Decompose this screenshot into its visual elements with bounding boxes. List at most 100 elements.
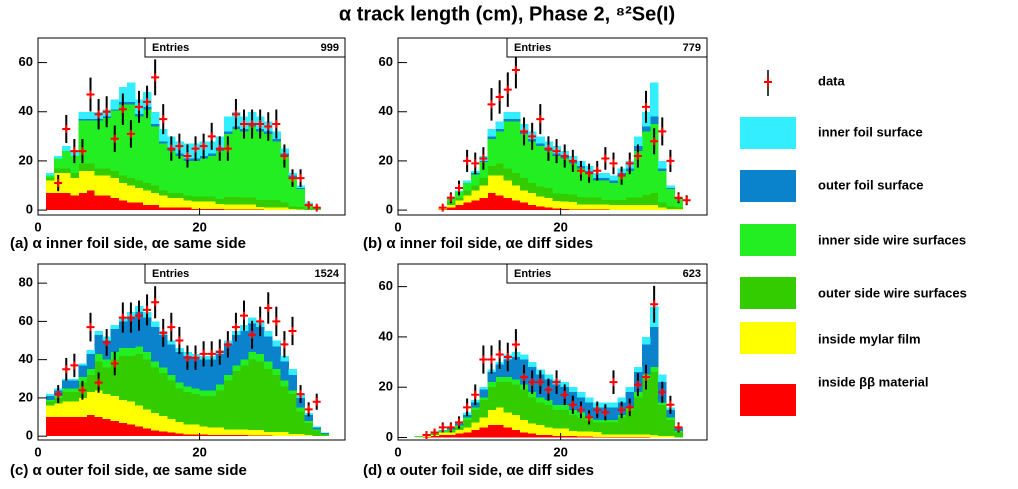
histogram-bar — [503, 111, 513, 120]
data-point — [560, 152, 569, 160]
histogram-bar — [519, 389, 529, 420]
histogram-bar — [86, 170, 95, 191]
histogram-bar — [471, 190, 480, 201]
histogram-bar — [62, 380, 71, 389]
histogram-bar — [207, 208, 217, 211]
histogram-bar — [86, 119, 95, 121]
histogram-bar — [560, 208, 570, 211]
histogram-bar — [568, 436, 578, 438]
histogram-bar — [86, 190, 95, 211]
histogram-bar — [78, 363, 87, 366]
stats-value: 623 — [683, 268, 701, 280]
histogram-bar — [463, 417, 472, 420]
histogram-bar — [183, 200, 192, 208]
histogram-bar — [552, 200, 562, 209]
histogram-bar — [183, 207, 192, 211]
histogram-bar — [296, 434, 306, 436]
histogram-bar — [207, 396, 217, 428]
histogram-bar — [503, 427, 513, 438]
histogram-bar — [487, 128, 496, 137]
histogram-bar — [199, 426, 209, 435]
data-point — [568, 156, 577, 165]
histogram-bar — [199, 390, 209, 396]
histogram-bar — [280, 431, 289, 436]
data-point — [126, 129, 135, 138]
histogram-bar — [576, 197, 586, 205]
data-point — [264, 122, 273, 131]
histogram-bar — [70, 392, 79, 402]
data-point — [167, 323, 176, 332]
y-tick-label: 40 — [379, 103, 393, 118]
data-point — [454, 418, 463, 427]
histogram-bar — [256, 327, 265, 354]
histogram-bar — [167, 418, 176, 433]
histogram-bar — [239, 365, 249, 430]
histogram-bar — [62, 173, 71, 193]
histogram-bar — [143, 205, 152, 211]
data-point — [576, 405, 585, 414]
histogram-bar — [151, 111, 160, 125]
histogram-bar — [528, 183, 537, 193]
histogram-bar — [191, 388, 200, 395]
histogram-bar — [288, 369, 297, 375]
histogram-bar — [454, 205, 464, 211]
histogram-bar — [102, 168, 112, 176]
histogram-bar — [126, 101, 136, 105]
data-point — [593, 166, 602, 175]
histogram-bar — [272, 340, 281, 347]
histogram-bar — [94, 120, 104, 169]
histogram-bar — [183, 160, 192, 196]
histogram-bar — [126, 401, 136, 425]
histogram-bar — [102, 367, 112, 395]
histogram-bar — [248, 126, 257, 198]
data-point — [642, 102, 651, 111]
data-point — [463, 156, 472, 165]
histogram-bar — [102, 359, 112, 368]
histogram-bar — [601, 434, 610, 437]
data-point — [183, 353, 192, 362]
data-point — [528, 132, 537, 141]
histogram-bar — [576, 392, 586, 398]
histogram-bar — [288, 176, 297, 207]
data-point — [479, 154, 488, 163]
data-point — [601, 408, 610, 417]
histogram-bar — [199, 196, 209, 202]
histogram-bar — [617, 417, 627, 435]
histogram-bar — [446, 205, 456, 208]
histogram-bar — [86, 415, 95, 437]
histogram-bar — [175, 192, 184, 198]
histogram-bar — [102, 394, 112, 419]
histogram-bar — [544, 374, 553, 380]
histogram-bar — [94, 417, 104, 437]
histogram-bar — [62, 401, 71, 418]
histogram-bar — [183, 434, 192, 437]
histogram-bar — [536, 206, 545, 211]
data-point — [438, 423, 447, 432]
histogram-bar — [585, 397, 594, 403]
histogram-bar — [110, 420, 120, 437]
histogram-bar — [62, 417, 71, 437]
data-point — [503, 85, 512, 94]
histogram-bar — [495, 128, 505, 132]
histogram-bar — [54, 156, 63, 159]
histogram-bar — [633, 136, 643, 147]
data-point — [288, 326, 297, 335]
histogram-bar — [264, 431, 273, 436]
panel-caption: (a) α inner foil side, αe same side — [10, 235, 246, 252]
histogram-bar — [248, 435, 257, 437]
data-point — [54, 390, 63, 399]
histogram-bar — [641, 131, 651, 196]
histogram-bar — [264, 361, 273, 370]
data-point — [78, 147, 87, 156]
histogram-bar — [151, 361, 160, 368]
histogram-bar — [191, 394, 200, 425]
y-tick-label: 60 — [379, 278, 393, 293]
histogram-bar — [199, 396, 209, 427]
histogram-bar — [70, 380, 79, 389]
histogram-bar — [215, 427, 225, 436]
histogram-bar — [134, 187, 144, 203]
histogram-bar — [175, 388, 184, 422]
data-point — [544, 144, 553, 153]
histogram-bar — [463, 190, 472, 196]
